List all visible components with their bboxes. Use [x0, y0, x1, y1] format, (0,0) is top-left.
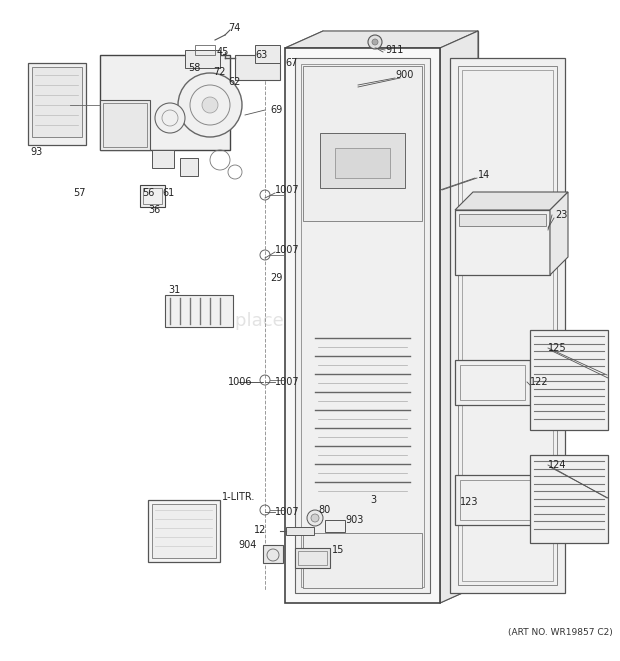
Text: 122: 122: [530, 377, 549, 387]
Text: 58: 58: [188, 63, 200, 73]
Bar: [459, 214, 546, 226]
Text: 56: 56: [142, 188, 154, 198]
Polygon shape: [285, 31, 478, 48]
Bar: [303, 66, 422, 221]
Text: 903: 903: [345, 515, 363, 525]
Text: 63: 63: [255, 50, 267, 60]
Text: 14: 14: [478, 170, 490, 180]
Bar: [298, 551, 327, 565]
Bar: [180, 158, 198, 176]
Polygon shape: [450, 58, 565, 593]
Bar: [255, 45, 280, 63]
Text: 904: 904: [238, 540, 257, 550]
Bar: [165, 295, 233, 327]
Polygon shape: [530, 455, 608, 543]
Text: 3: 3: [370, 495, 376, 505]
Text: (ART NO. WR19857 C2): (ART NO. WR19857 C2): [508, 629, 613, 637]
Polygon shape: [440, 31, 478, 603]
Text: 1007: 1007: [275, 377, 299, 387]
Bar: [458, 66, 557, 585]
Bar: [303, 533, 422, 588]
Text: eReplacementParts.com: eReplacementParts.com: [200, 311, 420, 329]
Polygon shape: [550, 192, 568, 275]
Text: 900: 900: [395, 70, 414, 80]
Bar: [462, 70, 553, 581]
Text: 12: 12: [254, 525, 267, 535]
Text: 57: 57: [73, 188, 86, 198]
Bar: [185, 50, 220, 68]
Bar: [263, 545, 283, 563]
Bar: [295, 58, 430, 593]
Text: 911: 911: [385, 45, 404, 55]
Bar: [235, 55, 280, 80]
Text: 61: 61: [162, 188, 174, 198]
Text: 123: 123: [460, 497, 479, 507]
Bar: [455, 475, 535, 525]
Circle shape: [155, 103, 185, 133]
Text: 69: 69: [270, 105, 282, 115]
Bar: [460, 480, 530, 520]
Polygon shape: [455, 210, 550, 275]
Bar: [148, 500, 220, 562]
Bar: [455, 360, 530, 405]
Text: 1007: 1007: [275, 245, 299, 255]
Text: 67: 67: [285, 58, 298, 68]
Text: 80: 80: [318, 505, 330, 515]
Bar: [286, 527, 314, 535]
Text: 125: 125: [548, 343, 567, 353]
Text: 29: 29: [270, 273, 282, 283]
Bar: [152, 504, 216, 558]
Bar: [32, 67, 82, 137]
Circle shape: [368, 35, 382, 49]
Text: 124: 124: [548, 460, 567, 470]
Bar: [140, 185, 165, 207]
Bar: [325, 520, 345, 532]
Bar: [100, 55, 230, 150]
Text: 36: 36: [148, 205, 160, 215]
Text: 72: 72: [213, 67, 226, 77]
Bar: [103, 103, 147, 147]
Text: 62: 62: [228, 77, 241, 87]
Bar: [143, 188, 162, 204]
Polygon shape: [530, 330, 608, 430]
Bar: [100, 100, 150, 150]
Text: 93: 93: [30, 147, 42, 157]
Circle shape: [178, 73, 242, 137]
Bar: [335, 148, 390, 178]
Text: 31: 31: [168, 285, 180, 295]
Text: 1006: 1006: [228, 377, 252, 387]
Text: 1-LITR.: 1-LITR.: [222, 492, 255, 502]
Circle shape: [202, 97, 218, 113]
Text: 1007: 1007: [275, 507, 299, 517]
Polygon shape: [455, 192, 568, 210]
Circle shape: [307, 510, 323, 526]
Circle shape: [372, 39, 378, 45]
Bar: [295, 548, 330, 568]
Bar: [152, 150, 174, 168]
Bar: [460, 365, 525, 400]
Text: 45: 45: [217, 47, 229, 57]
Polygon shape: [323, 31, 478, 586]
Polygon shape: [285, 48, 440, 603]
Text: 15: 15: [332, 545, 344, 555]
Bar: [28, 63, 86, 145]
Text: 1007: 1007: [275, 185, 299, 195]
Text: 23: 23: [555, 210, 567, 220]
Text: 74: 74: [228, 23, 241, 33]
Bar: [320, 133, 405, 188]
Circle shape: [311, 514, 319, 522]
Bar: [301, 64, 424, 587]
Bar: [195, 45, 215, 55]
